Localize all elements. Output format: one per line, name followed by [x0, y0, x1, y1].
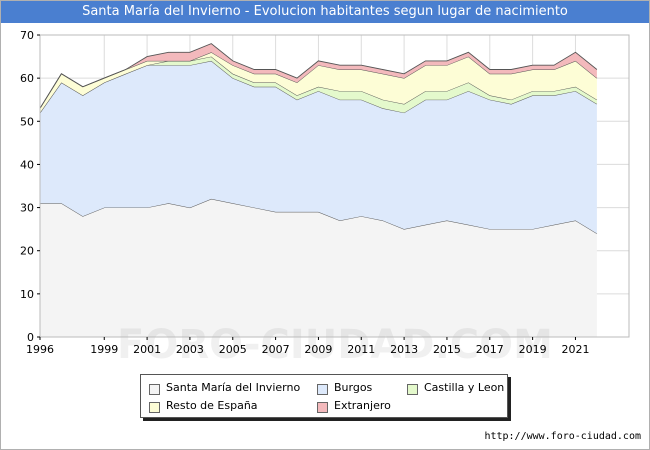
y-tick-label: 50: [20, 115, 34, 128]
x-tick-label: 2011: [347, 343, 375, 356]
legend-label: Burgos: [334, 381, 373, 394]
y-tick-label: 40: [20, 158, 34, 171]
legend-label: Castilla y Leon: [424, 381, 505, 394]
area-santa-maria-del-invierno: [40, 198, 597, 337]
x-tick-label: 2021: [561, 343, 589, 356]
y-tick-label: 10: [20, 288, 34, 301]
x-tick-labels: 1996 1999 2001 2003 2005 2007 2009 2011 2013 2015…: [26, 337, 589, 356]
x-tick-label: 2017: [476, 343, 504, 356]
x-tick-label: 2005: [219, 343, 247, 356]
plot-border: [39, 34, 630, 338]
chart-title: Santa María del Invierno - Evolucion hab…: [1, 1, 649, 23]
footer-url: http://www.foro-ciudad.com: [484, 431, 641, 442]
x-tick-label: 2003: [176, 343, 204, 356]
legend-swatch: [407, 384, 418, 395]
legend-label: Extranjero: [334, 399, 391, 412]
x-tick-label: 2015: [433, 343, 461, 356]
line-extranjero: [39, 43, 598, 109]
legend-label: Santa María del Invierno: [166, 381, 301, 394]
chart-svg: FORO-CIUDAD.COM 0 10 20 30 40 50 60 70 1996 1999…: [20, 29, 630, 368]
x-tick-label: 1999: [90, 343, 118, 356]
area-burgos: [40, 60, 597, 234]
legend-label: Resto de España: [166, 399, 258, 412]
area-resto-de-espana: [40, 52, 597, 113]
x-tick-label: 2019: [519, 343, 547, 356]
y-tick-label: 0: [27, 331, 34, 344]
x-tick-label: 2013: [390, 343, 418, 356]
legend-swatch: [317, 384, 328, 395]
legend-swatch: [317, 402, 328, 413]
y-tick-label: 60: [20, 72, 34, 85]
stacked-areas: [39, 43, 598, 337]
x-tick-label: 2007: [262, 343, 290, 356]
y-tick-label: 20: [20, 245, 34, 258]
area-extranjero: [40, 43, 597, 109]
x-tick-label: 2001: [133, 343, 161, 356]
legend-swatch: [149, 384, 160, 395]
watermark: FORO-CIUDAD.COM: [117, 322, 553, 368]
legend: Santa María del Invierno Burgos Castilla…: [140, 374, 508, 418]
y-tick-label: 70: [20, 29, 34, 42]
axes: [39, 34, 630, 338]
y-tick-label: 30: [20, 202, 34, 215]
x-tick-label: 2009: [304, 343, 332, 356]
x-tick-label: 1996: [26, 343, 54, 356]
y-tick-labels: 0 10 20 30 40 50 60 70: [20, 29, 40, 344]
legend-swatch: [149, 402, 160, 413]
